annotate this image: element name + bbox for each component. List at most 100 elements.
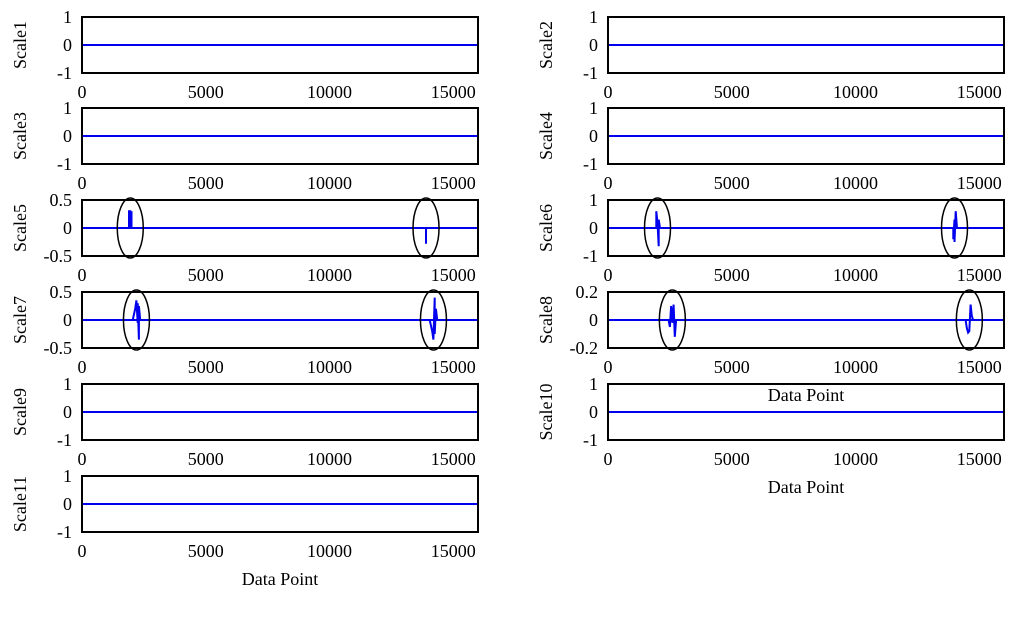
spike-2 [428,297,439,340]
y-axis-label: Scale5 [10,204,30,252]
x-tick-label: 15000 [957,265,1002,285]
x-tick-label: 5000 [188,173,224,193]
y-tick-label: 0 [589,126,598,146]
y-axis-label: Scale6 [536,204,556,252]
event-ellipse-1 [643,197,672,259]
y-tick-label: -1 [583,63,598,83]
y-axis-label: Scale10 [536,384,556,441]
x-tick-label: 5000 [714,82,750,102]
y-axis-label: Scale7 [10,296,30,344]
x-tick-label: 10000 [833,173,878,193]
y-tick-label: 0 [589,402,598,422]
event-ellipse-2 [955,289,984,351]
y-tick-label: -1 [57,430,72,450]
y-axis-label: Scale11 [10,476,30,532]
x-tick-label: 15000 [431,449,476,469]
event-ellipse-2 [419,289,448,351]
panel-1: 1 0 -1 0 5000 10000 15000 Scale1 [10,7,479,102]
y-tick-label: 1 [589,190,598,210]
x-tick-label: 0 [78,173,87,193]
x-tick-label: 15000 [431,265,476,285]
x-tick-label: 0 [604,82,613,102]
panel-9: 1 0 -1 0 5000 10000 15000 Scale9 [10,374,479,469]
panel-frame [81,16,479,74]
y-tick-label: -1 [583,430,598,450]
x-tick-label: 15000 [957,357,1002,377]
x-tick-label: 10000 [833,82,878,102]
x-tick-label: 10000 [307,173,352,193]
panel-frame [81,291,479,349]
y-tick-label: 0.2 [576,282,599,302]
panel-frame [607,291,1005,349]
spike-1 [667,304,678,337]
y-tick-label: 1 [589,7,598,27]
panel-2: 1 0 -1 0 5000 10000 15000 Scale2 [536,7,1005,102]
y-tick-label: 0 [589,310,598,330]
x-tick-label: 0 [604,265,613,285]
panel-6: 1 0 -1 0 5000 10000 15000 Scale6 [536,190,1005,285]
event-ellipse-2 [940,197,969,259]
y-axis-label: Scale9 [10,388,30,436]
panel-frame [81,107,479,165]
x-tick-label: 15000 [431,173,476,193]
spike-2 [952,211,958,243]
x-tick-label: 5000 [714,173,750,193]
x-tick-label: 0 [604,449,613,469]
x-tick-label: 10000 [307,357,352,377]
y-tick-label: -1 [583,154,598,174]
x-tick-label: 10000 [307,541,352,561]
y-tick-label: -0.2 [570,338,599,358]
x-tick-label: 10000 [833,357,878,377]
y-tick-label: 0.5 [50,282,73,302]
event-ellipse-1 [116,197,145,259]
x-tick-label: 5000 [714,449,750,469]
y-axis-label: Scale8 [536,296,556,344]
y-tick-label: -1 [57,154,72,174]
panel-10: 1 0 -1 0 5000 10000 15000 Scale10 Data Point [536,374,1005,497]
panel-frame [607,107,1005,165]
y-tick-label: 0 [63,402,72,422]
event-ellipse-2 [412,197,440,259]
x-axis-title: Data Point [768,477,845,497]
y-tick-label: -1 [57,522,72,542]
panel-frame [607,16,1005,74]
spike-1 [128,210,133,229]
spike-1 [655,211,661,247]
y-tick-label: 0 [63,35,72,55]
x-tick-label: 5000 [714,265,750,285]
y-tick-label: 1 [63,7,72,27]
x-tick-label: 0 [78,541,87,561]
x-tick-label: 5000 [188,265,224,285]
x-tick-label: 5000 [188,449,224,469]
x-tick-label: 0 [78,449,87,469]
y-tick-label: 1 [589,98,598,118]
y-axis-label: Scale3 [10,112,30,160]
y-tick-label: -0.5 [44,246,73,266]
y-axis-label: Scale2 [536,21,556,69]
x-tick-label: 15000 [431,541,476,561]
panel-frame [81,199,479,257]
panel-4: 1 0 -1 0 5000 10000 15000 Scale4 [536,98,1005,193]
x-tick-label: 15000 [957,173,1002,193]
x-tick-label: 5000 [188,357,224,377]
event-ellipse-1 [658,289,687,351]
panel-frame [607,383,1005,441]
y-tick-label: 1 [63,466,72,486]
x-tick-label: 10000 [833,449,878,469]
panel-frame [81,475,479,533]
spike-2 [964,304,975,335]
x-tick-label: 15000 [431,82,476,102]
x-tick-label: 15000 [957,82,1002,102]
panel-frame [607,199,1005,257]
x-tick-label: 15000 [431,357,476,377]
y-tick-label: -1 [57,63,72,83]
x-tick-label: 5000 [714,357,750,377]
y-axis-label: Scale4 [536,112,556,160]
y-tick-label: 0 [63,126,72,146]
x-tick-label: 5000 [188,541,224,561]
y-axis-label: Scale1 [10,21,30,69]
spike-1 [131,300,142,340]
